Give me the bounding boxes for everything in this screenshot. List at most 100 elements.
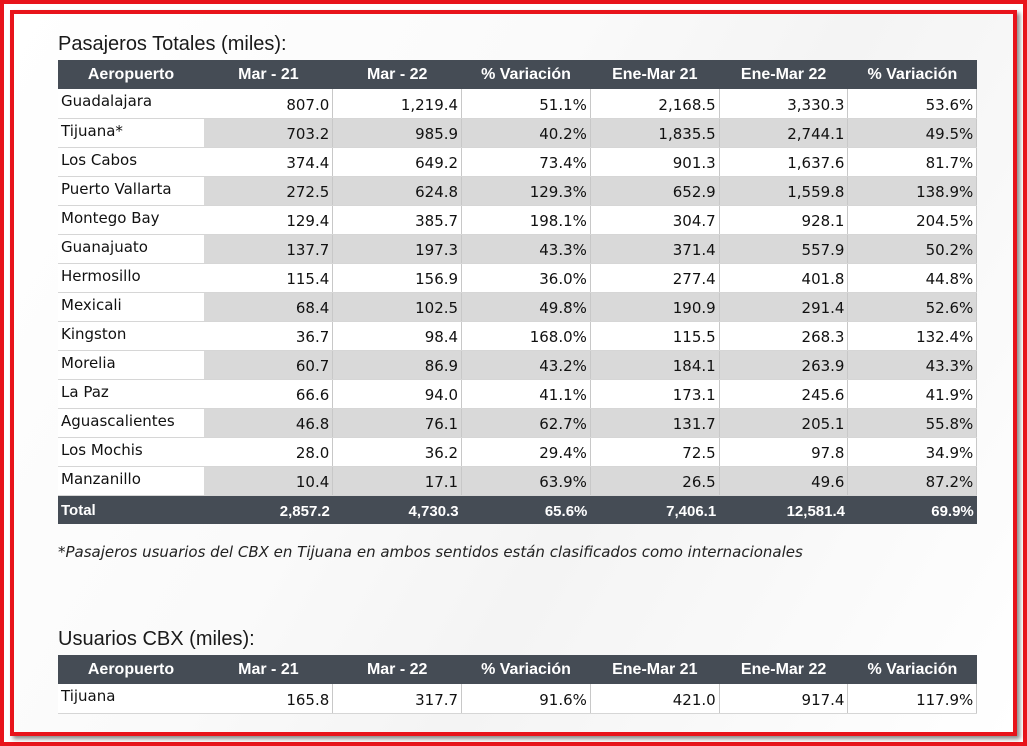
value-cell: 129.3% (461, 176, 591, 206)
value-cell: 97.8 (719, 437, 849, 467)
airport-name-cell: Manzanillo (58, 466, 204, 496)
value-cell: 41.9% (847, 379, 978, 409)
value-cell: 190.9 (590, 292, 720, 322)
airport-name-cell: Guadalajara (58, 89, 204, 119)
value-cell: 272.5 (204, 176, 334, 206)
value-cell: 73.4% (461, 147, 591, 177)
total-cell: 65.6% (461, 495, 591, 524)
value-cell: 98.4 (332, 321, 463, 351)
col-header-aeropuerto: Aeropuerto (58, 655, 204, 684)
value-cell: 76.1 (332, 408, 463, 438)
value-cell: 1,835.5 (590, 118, 720, 148)
col-header-enemar22: Ene-Mar 22 (719, 60, 848, 89)
value-cell: 91.6% (461, 684, 591, 714)
total-cell: 12,581.4 (719, 495, 848, 524)
value-cell: 901.3 (590, 147, 720, 177)
value-cell: 198.1% (461, 205, 591, 235)
airport-name-cell: Aguascalientes (58, 408, 204, 438)
value-cell: 197.3 (332, 234, 463, 264)
value-cell: 985.9 (332, 118, 463, 148)
value-cell: 371.4 (590, 234, 720, 264)
value-cell: 263.9 (719, 350, 849, 380)
table-header-row: Aeropuerto Mar - 21 Mar - 22 % Variación… (58, 60, 977, 89)
value-cell: 807.0 (204, 89, 334, 119)
section-title-cbx: Usuarios CBX (miles): (58, 628, 255, 650)
table-row: Morelia 60.7 86.9 43.2% 184.1 263.9 43.3% (58, 350, 978, 380)
value-cell: 317.7 (332, 684, 463, 714)
value-cell: 649.2 (332, 147, 463, 177)
table-header-row: Aeropuerto Mar - 21 Mar - 22 % Variación… (58, 655, 977, 684)
value-cell: 245.6 (719, 379, 849, 409)
value-cell: 102.5 (332, 292, 463, 322)
section-title-pasajeros: Pasajeros Totales (miles): (58, 33, 287, 55)
value-cell: 137.7 (204, 234, 334, 264)
col-header-variacion-trim: % Variación (847, 60, 977, 89)
value-cell: 53.6% (847, 89, 978, 119)
value-cell: 63.9% (461, 466, 591, 496)
value-cell: 173.1 (590, 379, 720, 409)
value-cell: 1,219.4 (332, 89, 463, 119)
value-cell: 51.1% (461, 89, 591, 119)
value-cell: 129.4 (204, 205, 334, 235)
value-cell: 184.1 (590, 350, 720, 380)
table-row: Aguascalientes 46.8 76.1 62.7% 131.7 205.1 55.… (58, 408, 978, 438)
value-cell: 36.0% (461, 263, 591, 293)
value-cell: 34.9% (847, 437, 978, 467)
airport-name-cell: Hermosillo (58, 263, 204, 293)
col-header-enemar22: Ene-Mar 22 (719, 655, 848, 684)
value-cell: 374.4 (204, 147, 334, 177)
value-cell: 117.9% (847, 684, 978, 714)
col-header-variacion-mes: % Variación (461, 60, 591, 89)
table-row: Tijuana 165.8 317.7 91.6% 421.0 917.4 117.9% (58, 684, 978, 714)
total-label: Total (58, 495, 204, 524)
value-cell: 624.8 (332, 176, 463, 206)
value-cell: 46.8 (204, 408, 334, 438)
airport-name-cell: Tijuana* (58, 118, 204, 148)
airport-name-cell: Guanajuato (58, 234, 204, 264)
value-cell: 165.8 (204, 684, 334, 714)
table-row: Guanajuato 137.7 197.3 43.3% 371.4 557.9 50.2% (58, 234, 978, 264)
value-cell: 94.0 (332, 379, 463, 409)
footnote: *Pasajeros usuarios del CBX en Tijuana e… (58, 543, 803, 561)
col-header-aeropuerto: Aeropuerto (58, 60, 204, 89)
value-cell: 36.7 (204, 321, 334, 351)
value-cell: 49.5% (847, 118, 978, 148)
airport-name-cell: Morelia (58, 350, 204, 380)
value-cell: 652.9 (590, 176, 720, 206)
value-cell: 115.4 (204, 263, 334, 293)
value-cell: 49.8% (461, 292, 591, 322)
table-row: La Paz 66.6 94.0 41.1% 173.1 245.6 41.9% (58, 379, 978, 409)
value-cell: 401.8 (719, 263, 849, 293)
value-cell: 115.5 (590, 321, 720, 351)
value-cell: 304.7 (590, 205, 720, 235)
airport-name-cell: Tijuana (58, 684, 204, 714)
value-cell: 131.7 (590, 408, 720, 438)
value-cell: 557.9 (719, 234, 849, 264)
value-cell: 68.4 (204, 292, 334, 322)
col-header-enemar21: Ene-Mar 21 (590, 655, 720, 684)
table-row: Tijuana* 703.2 985.9 40.2% 1,835.5 2,744.1 49.… (58, 118, 978, 148)
col-header-mar22: Mar - 22 (332, 655, 462, 684)
table-row: Montego Bay 129.4 385.7 198.1% 304.7 928.1 204… (58, 205, 978, 235)
value-cell: 2,744.1 (719, 118, 849, 148)
airport-name-cell: Los Cabos (58, 147, 204, 177)
airport-name-cell: La Paz (58, 379, 204, 409)
value-cell: 41.1% (461, 379, 591, 409)
cbx-table: Aeropuerto Mar - 21 Mar - 22 % Variación… (58, 655, 978, 714)
total-cell: 2,857.2 (204, 495, 333, 524)
value-cell: 87.2% (847, 466, 978, 496)
airport-name-cell: Los Mochis (58, 437, 204, 467)
value-cell: 277.4 (590, 263, 720, 293)
value-cell: 50.2% (847, 234, 978, 264)
table-row: Manzanillo 10.4 17.1 63.9% 26.5 49.6 87.2% (58, 466, 978, 496)
col-header-variacion-trim: % Variación (847, 655, 977, 684)
value-cell: 72.5 (590, 437, 720, 467)
table-row: Puerto Vallarta 272.5 624.8 129.3% 652.9 1,55… (58, 176, 978, 206)
value-cell: 55.8% (847, 408, 978, 438)
value-cell: 40.2% (461, 118, 591, 148)
value-cell: 52.6% (847, 292, 978, 322)
value-cell: 2,168.5 (590, 89, 720, 119)
total-row: Total 2,857.2 4,730.3 65.6% 7,406.1 12,5… (58, 495, 977, 524)
table-row: Mexicali 68.4 102.5 49.8% 190.9 291.4 52.6% (58, 292, 978, 322)
